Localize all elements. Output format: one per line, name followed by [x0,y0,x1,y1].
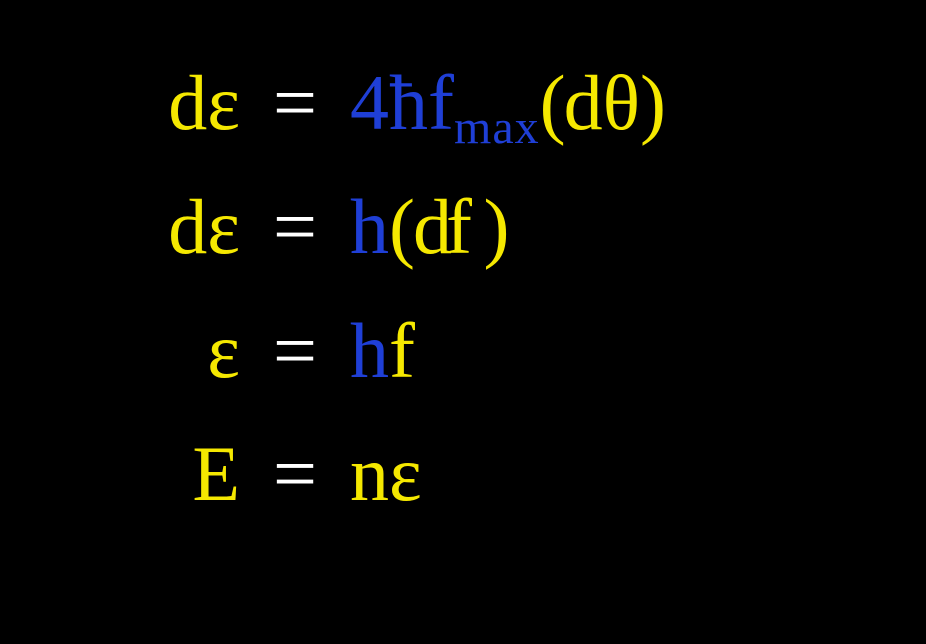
rhs-token-subscript: max [454,101,540,154]
rhs-token: h [350,307,389,394]
rhs-token: 4ħf [350,59,454,146]
rhs-token: dθ [564,59,640,146]
equation-row: ε = hf [90,308,836,394]
eq-lhs: dε [90,60,240,146]
rhs-token: f [389,307,415,394]
eq-lhs: dε [90,184,240,270]
rhs-token: nε [350,430,422,517]
equation-row: E = nε [90,431,836,517]
equals-sign: = [240,60,350,146]
paren-close: ) [466,183,507,270]
rhs-token: df [413,183,466,270]
equation-row: dε = h(df ) [90,184,836,270]
eq-rhs: 4ħfmax(dθ) [350,60,836,146]
paren-open: ( [540,59,564,146]
equations-block: dε = 4ħfmax(dθ) dε = h(df ) ε = hf E = n… [0,0,926,615]
paren-open: ( [389,183,413,270]
equals-sign: = [240,184,350,270]
eq-lhs: E [90,431,240,517]
eq-rhs: hf [350,308,836,394]
eq-rhs: nε [350,431,836,517]
rhs-token: h [350,183,389,270]
eq-lhs: ε [90,308,240,394]
equals-sign: = [240,431,350,517]
equation-row: dε = 4ħfmax(dθ) [90,60,836,146]
eq-rhs: h(df ) [350,184,836,270]
paren-close: ) [640,59,664,146]
equals-sign: = [240,308,350,394]
